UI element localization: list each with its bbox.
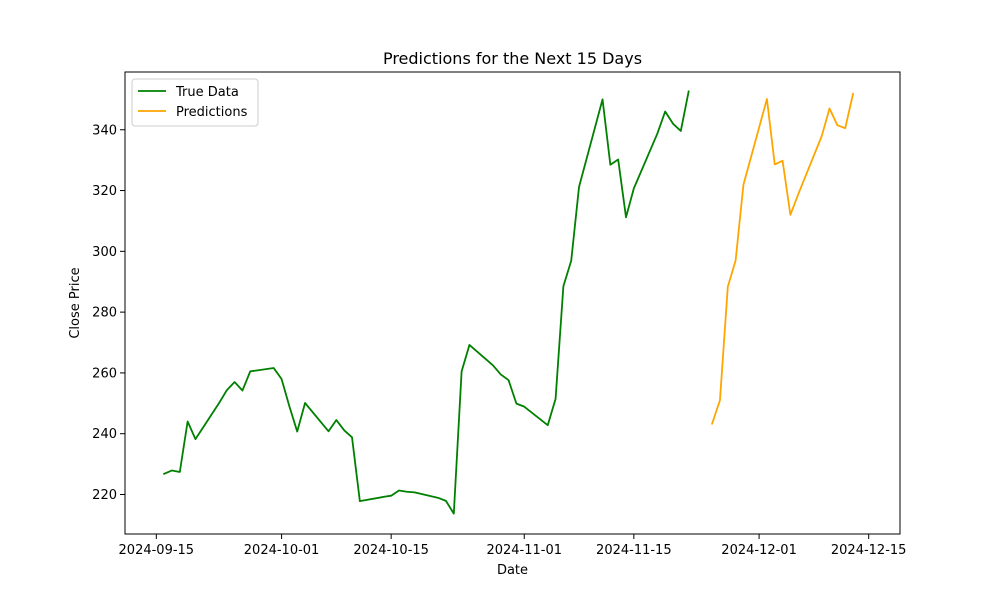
ticks-layer: 2024-09-15 2024-10-01 2024-10-15 2024-11-01… (92, 123, 906, 558)
x-tick-label: 2024-09-15 (119, 543, 195, 558)
x-tick-label: 2024-10-15 (353, 543, 429, 558)
x-tick-label: 2024-11-01 (486, 543, 562, 558)
series-line-predictions (710, 92, 855, 425)
y-tick-label: 340 (92, 123, 117, 138)
legend-label-predictions: Predictions (176, 105, 248, 120)
plot-frame (124, 71, 901, 535)
y-tick-label: 280 (92, 306, 117, 321)
chart-title: Predictions for the Next 15 Days (383, 49, 642, 68)
y-tick-label: 320 (92, 184, 117, 199)
y-tick-label: 260 (92, 366, 117, 381)
x-tick-label: 2024-11-15 (596, 543, 672, 558)
y-tick-label: 240 (92, 427, 117, 442)
x-tick-label: 2024-12-01 (721, 543, 797, 558)
x-tick-label: 2024-10-01 (244, 543, 320, 558)
x-axis-label: Date (497, 563, 528, 578)
legend: True Data Predictions (131, 78, 259, 127)
y-tick-label: 300 (92, 245, 117, 260)
x-tick-label: 2024-12-15 (831, 543, 907, 558)
legend-label-true-data: True Data (175, 85, 239, 100)
series-layer (162, 90, 855, 515)
y-axis-label: Close Price (68, 267, 83, 338)
series-line-true-data (162, 90, 690, 515)
y-tick-label: 220 (92, 488, 117, 503)
